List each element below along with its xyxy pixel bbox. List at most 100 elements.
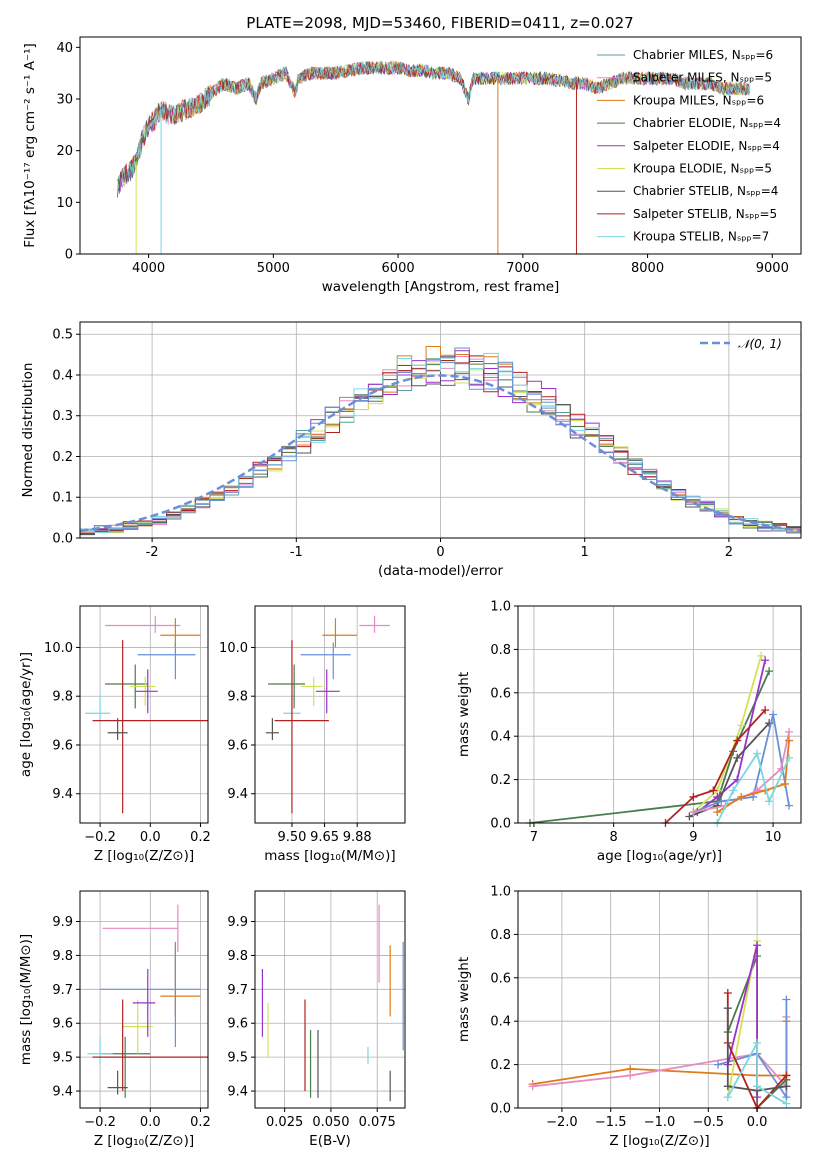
weight-marker: [781, 779, 790, 788]
legend-label: Kroupa STELIB, Nₛₚₚ=7: [633, 230, 769, 244]
x-tick-label: 7: [530, 830, 538, 845]
x-tick-label: 7000: [506, 261, 539, 276]
x-tick-label: 0.2: [190, 1115, 211, 1130]
x-tick-label: 5000: [257, 261, 290, 276]
y-tick-label: 9.5: [227, 1051, 248, 1066]
y-tick-label: 20: [56, 144, 73, 159]
normal-curve: [79, 374, 802, 533]
weight-marker: [782, 1071, 791, 1080]
x-axis-label: E(B-V): [309, 1133, 351, 1149]
legend-label: Kroupa ELODIE, Nₛₚₚ=5: [633, 162, 772, 176]
y-tick-label: 9.8: [52, 949, 73, 964]
panel-mass-vs-Z: −0.2 0.0 0.2 9.4 9.5 9.6 9.7 9.8 9.9 Z [log₁₀(Z/Z…: [18, 890, 211, 1149]
x-axis-label: Z [log₁₀(Z/Z⊙)]: [94, 848, 194, 864]
x-tick-label: 0.0: [747, 1115, 768, 1130]
x-tick-label: 9.50: [277, 830, 306, 845]
x-tick-label: 0.2: [190, 830, 211, 845]
y-tick-label: 0.5: [52, 328, 73, 343]
y-tick-label: 9.8: [227, 949, 248, 964]
weight-marker: [785, 801, 794, 810]
y-axis-label: mass weight: [456, 957, 472, 1042]
y-axis-label: age [log₁₀(age/yr)]: [18, 652, 34, 777]
weight-marker: [753, 1082, 762, 1091]
y-tick-label: 10.0: [44, 641, 73, 656]
x-tick-label: −0.2: [84, 1115, 116, 1130]
weight-marker: [753, 1038, 762, 1047]
weight-marker: [733, 753, 742, 762]
weight-marker: [785, 753, 794, 762]
weight-marker: [737, 721, 746, 730]
weight-line: [696, 660, 766, 813]
axes-frame: [79, 36, 802, 255]
histogram-step: [79, 359, 801, 538]
y-axis-label: Normed distribution: [20, 363, 36, 498]
x-tick-label: 0: [436, 545, 444, 560]
panel-mass-vs-EBV: 0.025 0.050 0.075 9.4 9.5 9.6 9.7 9.8 9.9 E(B-V): [227, 890, 406, 1149]
x-tick-label: 10: [765, 830, 782, 845]
y-axis-label: mass [log₁₀(M/M⊙)]: [18, 934, 34, 1065]
weight-line: [717, 999, 788, 1101]
y-tick-label: 10: [56, 196, 73, 211]
y-tick-label: 1.0: [490, 600, 511, 615]
y-tick-label: 0.2: [52, 450, 73, 465]
x-axis-label: wavelength [Angstrom, rest frame]: [322, 279, 560, 295]
weight-marker: [753, 941, 762, 950]
y-tick-label: 0.3: [52, 409, 73, 424]
figure-title: PLATE=2098, MJD=53460, FIBERID=0411, z=0…: [246, 14, 633, 32]
x-axis-label: Z [log₁₀(Z/Z⊙)]: [609, 1133, 709, 1149]
weight-marker: [528, 1082, 537, 1091]
y-tick-label: 0.6: [490, 686, 511, 701]
y-tick-label: 9.5: [52, 1051, 73, 1066]
spectrum-line: [118, 61, 750, 184]
weight-marker: [782, 1082, 791, 1091]
panel-spectrum: 4000 5000 6000 7000 8000 9000 0 10 20 30 40 wavelen…: [22, 36, 802, 295]
y-tick-label: 9.7: [227, 983, 248, 998]
x-tick-label: -2: [146, 545, 159, 560]
x-tick-label: −0.5: [693, 1115, 725, 1130]
x-tick-label: 4000: [132, 261, 165, 276]
x-tick-label: 9.65: [310, 830, 339, 845]
weight-marker: [785, 727, 794, 736]
y-tick-label: 0.8: [490, 643, 511, 658]
x-tick-label: 6000: [382, 261, 415, 276]
x-tick-label: 9.88: [343, 830, 372, 845]
weight-marker: [714, 1060, 723, 1069]
y-tick-label: 9.4: [227, 1085, 248, 1100]
y-tick-label: 0.0: [490, 817, 511, 832]
weight-marker: [729, 786, 738, 795]
weight-marker: [689, 808, 698, 817]
y-tick-label: 30: [56, 93, 73, 108]
panel-residuals: -2 -1 0 1 2 0.0 0.1 0.2 0.3 0.4 0.5 (data-model)/er…: [20, 321, 802, 579]
weight-marker: [723, 988, 732, 997]
axes-frame: [254, 605, 406, 824]
x-tick-label: 1: [581, 545, 589, 560]
x-tick-label: 9: [689, 830, 697, 845]
y-tick-label: 9.9: [52, 915, 73, 930]
y-tick-label: 0.8: [490, 928, 511, 943]
weight-marker: [717, 797, 726, 806]
legend-label: Salpeter STELIB, Nₛₚₚ=5: [633, 207, 777, 221]
weight-marker: [737, 792, 746, 801]
y-tick-label: 9.6: [227, 738, 248, 753]
x-axis-label: age [log₁₀(age/yr)]: [597, 848, 722, 864]
y-axis-label: Flux [fλ10⁻¹⁷ erg cm⁻² s⁻¹ A⁻¹]: [22, 43, 38, 248]
weight-marker: [713, 808, 722, 817]
y-tick-label: 9.6: [52, 738, 73, 753]
weight-marker: [685, 812, 694, 821]
legend: Chabrier MILES, Nₛₚₚ=6 Salpeter MILES, Nₛ…: [597, 48, 781, 244]
weight-line: [726, 1008, 787, 1092]
weight-marker: [723, 1082, 732, 1091]
weight-marker: [709, 786, 718, 795]
panel-weight-vs-age: 7 8 9 10 0.0 0.2 0.4 0.6 0.8 1.0 age [log₁₀(age/yr…: [456, 600, 802, 864]
panel-age-vs-mass: 9.50 9.65 9.88 9.4 9.6 9.8 10.0 mass [log₁₀(M/M…: [219, 605, 406, 864]
axes-frame: [254, 890, 406, 1109]
weight-marker: [761, 656, 770, 665]
x-tick-label: 0.0: [140, 830, 161, 845]
x-tick-label: 8000: [631, 261, 664, 276]
weight-marker: [782, 1099, 791, 1108]
legend-label: Kroupa MILES, Nₛₚₚ=6: [633, 93, 764, 107]
y-axis-label: mass weight: [456, 672, 472, 757]
legend-label: Chabrier STELIB, Nₛₚₚ=4: [633, 184, 778, 198]
y-tick-label: 0.2: [490, 773, 511, 788]
